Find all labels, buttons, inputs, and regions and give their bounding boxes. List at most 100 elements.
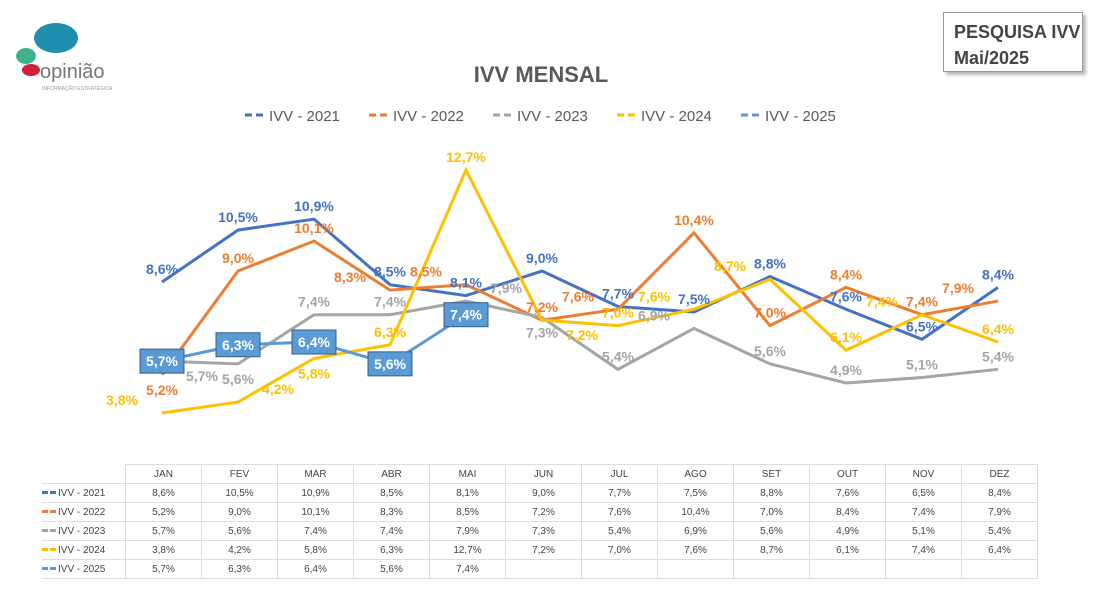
data-label: 10,9% [294, 198, 334, 214]
table-cell: 5,4% [961, 521, 1038, 541]
row-label-text: IVV - 2021 [58, 487, 106, 499]
table-cell: 4,2% [201, 540, 278, 560]
table-cell: 7,4% [353, 521, 430, 541]
data-label: 8,7% [714, 258, 746, 274]
data-label: 5,4% [602, 348, 634, 364]
data-label-box [139, 348, 185, 374]
data-label: 7,4% [906, 294, 938, 310]
legend-label: IVV - 2023 [517, 108, 588, 125]
table-cell: 8,5% [429, 502, 506, 522]
data-label: 7,2% [526, 299, 558, 315]
data-label: 7,2% [566, 327, 598, 343]
table-cell: 10,5% [201, 483, 278, 503]
series-line-ivv-2023 [161, 299, 999, 385]
row-label-text: IVV - 2025 [58, 563, 106, 575]
legend-label: IVV - 2021 [269, 108, 340, 125]
data-label: 5,7% [186, 368, 218, 384]
data-label: 10,1% [294, 220, 334, 236]
data-label: 6,3% [222, 337, 254, 353]
table-header: NOV [885, 464, 962, 484]
data-label: 9,0% [526, 250, 558, 266]
table-cell-empty [505, 559, 582, 579]
table-header: MAR [277, 464, 354, 484]
data-label: 7,9% [942, 280, 974, 296]
data-label: 7,4% [298, 294, 330, 310]
table-row: IVV - 2023 5,7% 5,6% 7,4% 7,4% 7,9% 7,3% 5,4% 6,… [42, 521, 1038, 541]
table-cell-empty [809, 559, 886, 579]
data-label: 10,5% [218, 209, 258, 225]
data-label: 4,2% [262, 381, 294, 397]
data-label: 7,3% [526, 324, 558, 340]
table-corner [42, 465, 126, 484]
table-header: FEV [201, 464, 278, 484]
legend: IVV - 2021 IVV - 2022 IVV - 2023 IVV - 2024… [245, 108, 836, 125]
table-cell: 6,3% [201, 559, 278, 579]
data-label: 7,4% [450, 307, 482, 323]
data-label: 7,6% [562, 288, 594, 304]
table-cell: 12,7% [429, 540, 506, 560]
legend-label: IVV - 2025 [765, 108, 836, 125]
table-header: JAN [125, 464, 202, 484]
table-cell: 7,0% [581, 540, 658, 560]
table-cell: 9,0% [201, 502, 278, 522]
table-cell: 8,3% [353, 502, 430, 522]
table-row: IVV - 2021 8,6% 10,5% 10,9% 8,5% 8,1% 9,0% 7,7%… [42, 483, 1038, 503]
data-label: 8,4% [982, 266, 1014, 282]
table-header: MAI [429, 464, 506, 484]
table-cell: 7,4% [885, 502, 962, 522]
table-cell: 7,3% [505, 521, 582, 541]
table-header: SET [733, 464, 810, 484]
table-cell: 5,4% [581, 521, 658, 541]
table-row: IVV - 2025 5,7% 6,3% 6,4% 5,6% 7,4% [42, 559, 1038, 579]
table-cell: 5,1% [885, 521, 962, 541]
table-cell: 8,8% [733, 483, 810, 503]
table-cell: 8,1% [429, 483, 506, 503]
badge-period: Mai/2025 [954, 48, 1030, 68]
data-label: 6,5% [906, 318, 938, 334]
data-label: 8,1% [450, 275, 482, 291]
data-table: JAN FEV MAR ABR MAI JUN JUL AGO SET OUT NOV DEZ IVV … [42, 464, 1038, 579]
table-cell-empty [885, 559, 962, 579]
row-label: IVV - 2024 [42, 540, 126, 560]
data-label: 5,6% [222, 371, 254, 387]
table-cell: 8,7% [733, 540, 810, 560]
data-label: 7,5% [678, 291, 710, 307]
table-cell: 5,6% [733, 521, 810, 541]
logo-name: opinião [40, 61, 105, 83]
legend-label: IVV - 2024 [641, 108, 712, 125]
table-cell: 5,8% [277, 540, 354, 560]
data-label: 7,6% [638, 288, 670, 304]
table-cell: 7,0% [733, 502, 810, 522]
table-header: OUT [809, 464, 886, 484]
data-label: 5,6% [374, 356, 406, 372]
data-label: 7,0% [754, 305, 786, 321]
series-line-ivv-2024 [161, 166, 999, 415]
data-label: 5,4% [982, 348, 1014, 364]
chart-title: IVV MENSAL [474, 62, 608, 87]
table-cell-empty [581, 559, 658, 579]
data-label: 6,4% [982, 321, 1014, 337]
table-cell: 6,1% [809, 540, 886, 560]
table-cell: 7,4% [277, 521, 354, 541]
series-line-ivv-2021 [161, 217, 999, 341]
legend-label: IVV - 2022 [393, 108, 464, 125]
data-label-box [291, 329, 337, 355]
table-header: AGO [657, 464, 734, 484]
data-label: 6,1% [830, 329, 862, 345]
table-cell: 5,7% [125, 521, 202, 541]
table-cell: 7,9% [961, 502, 1038, 522]
data-label: 7,6% [830, 288, 862, 304]
data-label: 8,5% [410, 264, 442, 280]
table-cell: 6,4% [961, 540, 1038, 560]
table-cell: 5,2% [125, 502, 202, 522]
data-label: 12,7% [446, 149, 486, 165]
row-label-text: IVV - 2023 [58, 525, 106, 537]
table-cell: 7,9% [429, 521, 506, 541]
data-label: 6,4% [298, 334, 330, 350]
data-label: 6,3% [374, 324, 406, 340]
survey-badge: PESQUISA IVV Mai/2025 [943, 12, 1083, 72]
table-cell: 8,5% [353, 483, 430, 503]
table-cell: 10,4% [657, 502, 734, 522]
table-cell-empty [657, 559, 734, 579]
data-label: 5,1% [906, 357, 938, 373]
